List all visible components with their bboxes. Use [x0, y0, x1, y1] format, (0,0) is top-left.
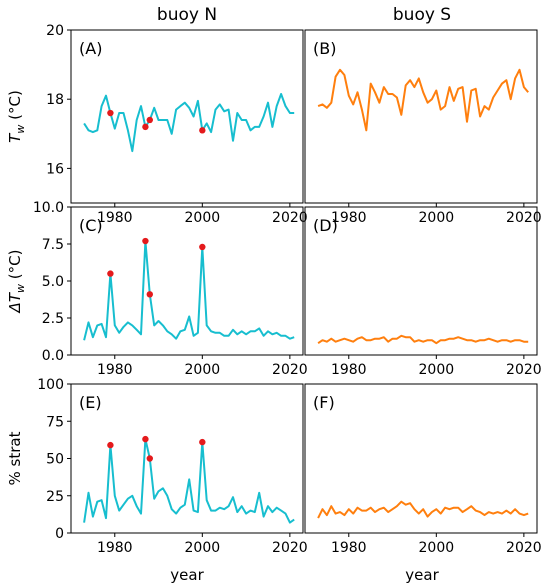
highlight-point — [199, 243, 206, 251]
x-tick-label: 1980 — [331, 540, 367, 556]
y-axis-label: Tw (°C) — [6, 90, 27, 143]
panel-label: (A) — [79, 39, 102, 58]
series-line — [83, 240, 295, 341]
x-tick-label: 1980 — [97, 540, 133, 556]
panel-label: (F) — [313, 393, 335, 412]
chart-panel-2: 1980 2000 2020 (B) — [304, 29, 542, 226]
chart-panel-6: 1980 2000 2020 (F) — [304, 383, 542, 556]
series-line — [83, 438, 295, 524]
series-line — [317, 500, 529, 519]
y-tick-label: 20 — [46, 23, 64, 39]
y-tick-label: 5.0 — [42, 274, 64, 290]
x-tick-label: 1980 — [97, 210, 133, 226]
y-tick-label: 18 — [46, 92, 64, 108]
y-tick-label: 0.0 — [42, 348, 64, 364]
x-tick-label: 1980 — [331, 362, 367, 378]
column-title-buoy-s: buoy S — [393, 5, 451, 25]
y-axis-label: ΔTw (°C) — [6, 250, 27, 314]
x-axis-label-right: year — [405, 566, 439, 584]
panel-label: (D) — [313, 216, 338, 235]
highlight-point — [142, 237, 149, 245]
series-line — [317, 68, 529, 132]
highlight-point — [142, 123, 149, 131]
axes-frame — [304, 383, 538, 534]
series-line — [317, 334, 529, 345]
x-tick-label: 2000 — [419, 362, 455, 378]
x-tick-label: 2020 — [506, 362, 542, 378]
y-tick-label: 2.5 — [42, 311, 64, 327]
y-tick-label: 0 — [55, 526, 64, 542]
y-tick-label: 16 — [46, 161, 64, 177]
panel-label: (B) — [313, 39, 336, 58]
y-tick-label: 75 — [46, 414, 64, 430]
x-tick-label: 2020 — [506, 540, 542, 556]
axes-frame — [304, 206, 538, 356]
y-tick-label: 10.0 — [33, 200, 64, 216]
x-tick-label: 2000 — [419, 540, 455, 556]
x-tick-label: 1980 — [97, 362, 133, 378]
y-tick-label: 25 — [46, 489, 64, 505]
x-tick-label: 2000 — [419, 210, 455, 226]
x-tick-label: 2020 — [272, 362, 308, 378]
axes-frame — [304, 29, 538, 204]
highlight-point — [146, 291, 153, 298]
highlight-point — [107, 441, 114, 449]
chart-panel-4: 1980 2000 2020 (D) — [304, 206, 542, 378]
y-tick-label: 100 — [37, 377, 64, 393]
chart-panel-1: 1980 2000 2020 16 18 20 (A) Tw (°C) — [6, 23, 308, 226]
highlight-point — [199, 127, 206, 134]
panels: 1980 2000 2020 16 18 20 (A) Tw (°C) 1980 2000 2020… — [6, 23, 542, 556]
x-tick-label: 2020 — [506, 210, 542, 226]
highlight-point — [107, 109, 114, 117]
y-tick-label: 7.5 — [42, 237, 64, 253]
x-tick-label: 2000 — [185, 362, 221, 378]
highlight-point — [146, 116, 153, 124]
highlight-point — [146, 455, 153, 462]
x-axis-label-left: year — [170, 566, 204, 584]
y-axis-label: % strat — [6, 431, 24, 485]
chart-panel-3: 1980 2000 2020 0.0 2.5 5.0 7.5 10.0 (C) ΔTw (°C) — [6, 200, 308, 378]
chart-panel-5: 1980 2000 2020 0 25 50 75 100 (E) % strat — [6, 377, 308, 556]
highlight-point — [142, 435, 149, 443]
axes-frame — [70, 29, 304, 204]
x-tick-label: 1980 — [331, 210, 367, 226]
panel-label: (E) — [79, 393, 102, 412]
highlight-point — [107, 270, 114, 277]
y-tick-label: 50 — [46, 452, 64, 468]
x-tick-label: 2000 — [185, 540, 221, 556]
series-line — [83, 93, 295, 153]
x-tick-label: 2020 — [272, 210, 308, 226]
x-tick-label: 2000 — [185, 210, 221, 226]
column-title-buoy-n: buoy N — [157, 5, 217, 25]
highlight-point — [199, 438, 206, 446]
panel-label: (C) — [79, 216, 103, 235]
x-tick-label: 2020 — [272, 540, 308, 556]
